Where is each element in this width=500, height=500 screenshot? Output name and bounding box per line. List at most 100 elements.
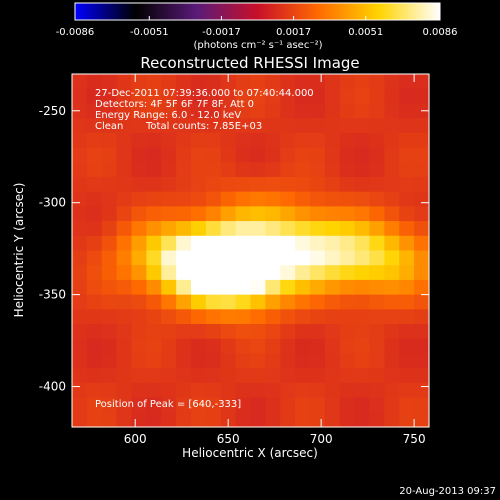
heatmap-cell xyxy=(324,250,341,266)
heatmap-cell xyxy=(131,294,147,310)
heatmap-cell xyxy=(399,221,415,237)
heatmap-cell xyxy=(265,162,281,178)
heatmap-cell xyxy=(220,221,237,237)
heatmap-cell xyxy=(324,412,341,428)
heatmap-cell xyxy=(161,279,177,296)
heatmap-cell xyxy=(205,382,222,399)
heatmap-cell xyxy=(310,324,326,340)
heatmap-cell xyxy=(310,221,326,237)
heatmap-cell xyxy=(86,338,103,355)
heatmap-cell xyxy=(265,279,281,296)
heatmap-cell xyxy=(191,368,207,384)
heatmap-cell xyxy=(72,412,88,428)
heatmap-cell xyxy=(339,132,356,149)
heatmap-cell xyxy=(146,309,162,325)
heatmap-cell xyxy=(191,88,207,105)
heatmap-cell xyxy=(176,88,192,105)
heatmap-cell xyxy=(116,191,133,207)
heatmap-cell xyxy=(101,324,118,340)
heatmap-cell xyxy=(384,191,400,207)
heatmap-cell xyxy=(205,88,222,105)
x-tick-label: 750 xyxy=(403,432,426,446)
heatmap-cell xyxy=(220,191,237,207)
heatmap-cell xyxy=(339,412,356,428)
heatmap-cell xyxy=(354,353,371,369)
axes-ticks: 600 650 700 750 -250 -300 -350 -400 xyxy=(39,74,429,446)
heatmap-cell xyxy=(384,368,400,384)
heatmap-cell xyxy=(235,132,252,149)
heatmap-cell xyxy=(205,221,222,237)
heatmap-cell xyxy=(339,88,356,105)
heatmap-cell xyxy=(176,250,192,266)
heatmap-cell xyxy=(250,176,266,193)
heatmap-cell xyxy=(265,294,281,310)
heatmap-cell xyxy=(310,338,326,355)
annotation-time-range: 27-Dec-2011 07:39:36.000 to 07:40:44.000 xyxy=(95,88,314,99)
heatmap-cell xyxy=(116,88,133,105)
heatmap-cell xyxy=(205,265,222,281)
heatmap-cell xyxy=(176,294,192,310)
heatmap-cell xyxy=(369,147,385,163)
heatmap-cell xyxy=(354,309,371,325)
heatmap-cell xyxy=(72,338,88,355)
heatmap-cell xyxy=(205,191,222,207)
heatmap-cell xyxy=(101,368,118,384)
heatmap-cell xyxy=(86,397,103,413)
heatmap-cell xyxy=(250,103,266,119)
heatmap-cell xyxy=(324,132,341,149)
heatmap-cell xyxy=(235,162,252,178)
heatmap-cell xyxy=(369,412,385,428)
heatmap-cell xyxy=(369,279,385,296)
heatmap-cell xyxy=(354,338,371,355)
heatmap-cell xyxy=(161,338,177,355)
heatmap-cell xyxy=(265,176,281,193)
heatmap-cell xyxy=(205,250,222,266)
heatmap-cell xyxy=(220,147,237,163)
heatmap-cell xyxy=(280,309,296,325)
heatmap-cell xyxy=(414,235,430,252)
heatmap-cell xyxy=(310,74,326,90)
y-tick-label: -250 xyxy=(39,104,66,118)
chart-title: Reconstructed RHESSI Image xyxy=(140,54,359,72)
heatmap-cell xyxy=(176,162,192,178)
heatmap-cell xyxy=(220,103,237,119)
heatmap-cell xyxy=(116,309,133,325)
heatmap-cell xyxy=(86,324,103,340)
heatmap-cell xyxy=(116,74,133,90)
heatmap-cell xyxy=(161,353,177,369)
heatmap-cell xyxy=(235,191,252,207)
heatmap-cell xyxy=(235,397,252,413)
heatmap-cell xyxy=(205,294,222,310)
heatmap-cell xyxy=(161,221,177,237)
heatmap-cell xyxy=(191,103,207,119)
heatmap-cell xyxy=(310,353,326,369)
heatmap-cell xyxy=(235,88,252,105)
heatmap-cell xyxy=(176,132,192,149)
heatmap-cell xyxy=(86,235,103,252)
colorbar-tick-label: -0.0017 xyxy=(202,27,241,38)
heatmap-cell xyxy=(384,88,400,105)
heatmap-cell xyxy=(280,88,296,105)
heatmap-cell xyxy=(191,324,207,340)
heatmap-cell xyxy=(354,382,371,399)
heatmap-cell xyxy=(354,176,371,193)
heatmap-cell xyxy=(161,147,177,163)
heatmap-cell xyxy=(191,132,207,149)
heatmap-cell xyxy=(339,176,356,193)
annotation-block: 27-Dec-2011 07:39:36.000 to 07:40:44.000… xyxy=(95,88,314,410)
heatmap-cell xyxy=(191,294,207,310)
heatmap-cell xyxy=(220,368,237,384)
heatmap-cell xyxy=(72,132,88,149)
heatmap-cell xyxy=(354,235,371,252)
heatmap-cell xyxy=(324,309,341,325)
heatmap-cell xyxy=(161,132,177,149)
heatmap-cell xyxy=(414,279,430,296)
heatmap-cell xyxy=(146,368,162,384)
heatmap-cell xyxy=(324,382,341,399)
heatmap-cell xyxy=(280,147,296,163)
heatmap-cell xyxy=(176,368,192,384)
heatmap-cell xyxy=(176,206,192,222)
heatmap-cell xyxy=(101,162,118,178)
heatmap-cell xyxy=(176,74,192,90)
heatmap-cell xyxy=(280,353,296,369)
